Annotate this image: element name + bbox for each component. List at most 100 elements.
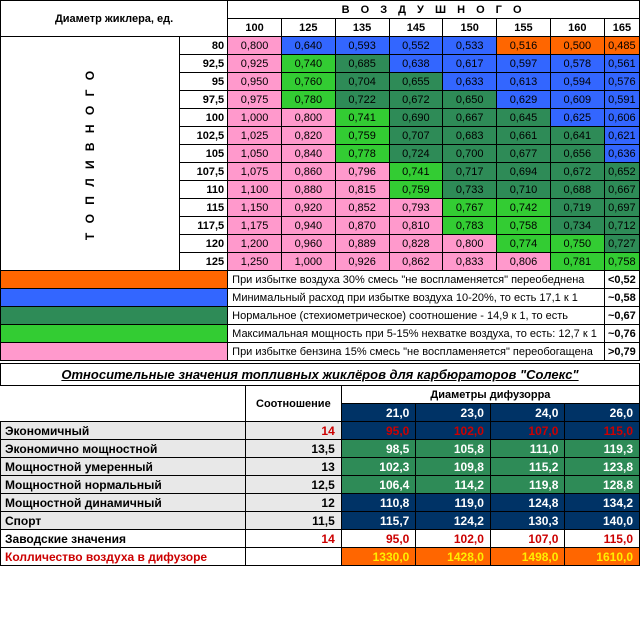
sec2-cell-2-1: 109,8: [416, 458, 491, 476]
cell-11-4: 0,800: [443, 235, 497, 253]
fuel-row-115: 115: [180, 199, 228, 217]
sec2-row-ratio-5: 11,5: [245, 512, 341, 530]
legend-val-1: ~0,58: [604, 289, 639, 307]
legend-swatch-4: [1, 343, 228, 361]
solex-jet-table: Относительные значения топливных жиклёро…: [0, 363, 640, 566]
cell-4-2: 0,741: [335, 109, 389, 127]
sec2-cell-4-0: 110,8: [341, 494, 416, 512]
legend-swatch-2: [1, 307, 228, 325]
fuel-row-120: 120: [180, 235, 228, 253]
air-col-135: 135: [335, 19, 389, 37]
sec2-cell-7-1: 1428,0: [416, 548, 491, 566]
fuel-row-117,5: 117,5: [180, 217, 228, 235]
sec2-cell-0-3: 115,0: [565, 422, 640, 440]
legend-swatch-3: [1, 325, 228, 343]
cell-10-7: 0,712: [604, 217, 639, 235]
cell-7-7: 0,652: [604, 163, 639, 181]
sec2-row-label-7: Колличество воздуха в дифузоре: [1, 548, 246, 566]
cell-12-3: 0,862: [389, 253, 443, 271]
cell-4-3: 0,690: [389, 109, 443, 127]
cell-12-6: 0,781: [550, 253, 604, 271]
air-col-100: 100: [228, 19, 282, 37]
cell-12-4: 0,833: [443, 253, 497, 271]
sec2-row-label-6: Заводские значения: [1, 530, 246, 548]
cell-1-7: 0,561: [604, 55, 639, 73]
cell-0-6: 0,500: [550, 37, 604, 55]
legend-text-4: При избытке бензина 15% смесь "не воспла…: [228, 343, 605, 361]
sec2-cell-5-1: 124,2: [416, 512, 491, 530]
cell-10-4: 0,783: [443, 217, 497, 235]
cell-12-7: 0,758: [604, 253, 639, 271]
cell-3-3: 0,672: [389, 91, 443, 109]
diff-col-23,0: 23,0: [416, 404, 491, 422]
legend-text-1: Минимальный расход при избытке воздуха 1…: [228, 289, 605, 307]
sec2-cell-1-2: 111,0: [490, 440, 565, 458]
cell-5-7: 0,621: [604, 127, 639, 145]
cell-9-7: 0,697: [604, 199, 639, 217]
cell-6-0: 1,050: [228, 145, 282, 163]
cell-7-1: 0,860: [281, 163, 335, 181]
cell-11-6: 0,750: [550, 235, 604, 253]
legend-val-3: ~0,76: [604, 325, 639, 343]
cell-2-4: 0,633: [443, 73, 497, 91]
cell-1-1: 0,740: [281, 55, 335, 73]
sec2-cell-5-0: 115,7: [341, 512, 416, 530]
cell-4-4: 0,667: [443, 109, 497, 127]
cell-4-7: 0,606: [604, 109, 639, 127]
cell-1-5: 0,597: [497, 55, 551, 73]
cell-11-1: 0,960: [281, 235, 335, 253]
fuel-row-107,5: 107,5: [180, 163, 228, 181]
cell-9-0: 1,150: [228, 199, 282, 217]
cell-1-0: 0,925: [228, 55, 282, 73]
cell-3-6: 0,609: [550, 91, 604, 109]
corner-label: Диаметр жиклера, ед.: [1, 1, 228, 37]
cell-4-0: 1,000: [228, 109, 282, 127]
sec2-cell-0-2: 107,0: [490, 422, 565, 440]
cell-8-1: 0,880: [281, 181, 335, 199]
legend-val-2: ~0,67: [604, 307, 639, 325]
sec2-row-label-2: Мощностной умеренный: [1, 458, 246, 476]
sec2-row-label-0: Экономичный: [1, 422, 246, 440]
cell-8-5: 0,710: [497, 181, 551, 199]
cell-8-0: 1,100: [228, 181, 282, 199]
cell-1-6: 0,578: [550, 55, 604, 73]
diff-col-26,0: 26,0: [565, 404, 640, 422]
cell-5-2: 0,759: [335, 127, 389, 145]
fuel-header: Т О П Л И В Н О Г О: [1, 37, 180, 271]
cell-2-0: 0,950: [228, 73, 282, 91]
cell-2-2: 0,704: [335, 73, 389, 91]
sec2-row-ratio-4: 12: [245, 494, 341, 512]
cell-12-0: 1,250: [228, 253, 282, 271]
air-header: В О З Д У Ш Н О Г О: [228, 1, 640, 19]
cell-11-2: 0,889: [335, 235, 389, 253]
cell-10-6: 0,734: [550, 217, 604, 235]
sec2-cell-2-0: 102,3: [341, 458, 416, 476]
cell-5-3: 0,707: [389, 127, 443, 145]
jet-ratio-table: Диаметр жиклера, ед.В О З Д У Ш Н О Г О1…: [0, 0, 640, 361]
sec2-cell-7-2: 1498,0: [490, 548, 565, 566]
sec2-cell-3-1: 114,2: [416, 476, 491, 494]
cell-1-2: 0,685: [335, 55, 389, 73]
cell-7-6: 0,672: [550, 163, 604, 181]
cell-4-1: 0,800: [281, 109, 335, 127]
sec2-title: Относительные значения топливных жиклёро…: [1, 364, 640, 386]
cell-11-3: 0,828: [389, 235, 443, 253]
cell-3-2: 0,722: [335, 91, 389, 109]
diff-col-21,0: 21,0: [341, 404, 416, 422]
cell-7-4: 0,717: [443, 163, 497, 181]
legend-swatch-1: [1, 289, 228, 307]
cell-9-6: 0,719: [550, 199, 604, 217]
sec2-cell-1-3: 119,3: [565, 440, 640, 458]
cell-12-1: 1,000: [281, 253, 335, 271]
sec2-h1: Соотношение: [245, 386, 341, 422]
cell-2-3: 0,655: [389, 73, 443, 91]
sec2-cell-7-0: 1330,0: [341, 548, 416, 566]
sec2-cell-4-2: 124,8: [490, 494, 565, 512]
sec2-cell-5-2: 130,3: [490, 512, 565, 530]
cell-6-2: 0,778: [335, 145, 389, 163]
cell-12-5: 0,806: [497, 253, 551, 271]
sec2-cell-6-2: 107,0: [490, 530, 565, 548]
cell-3-0: 0,975: [228, 91, 282, 109]
cell-4-5: 0,645: [497, 109, 551, 127]
cell-10-2: 0,870: [335, 217, 389, 235]
